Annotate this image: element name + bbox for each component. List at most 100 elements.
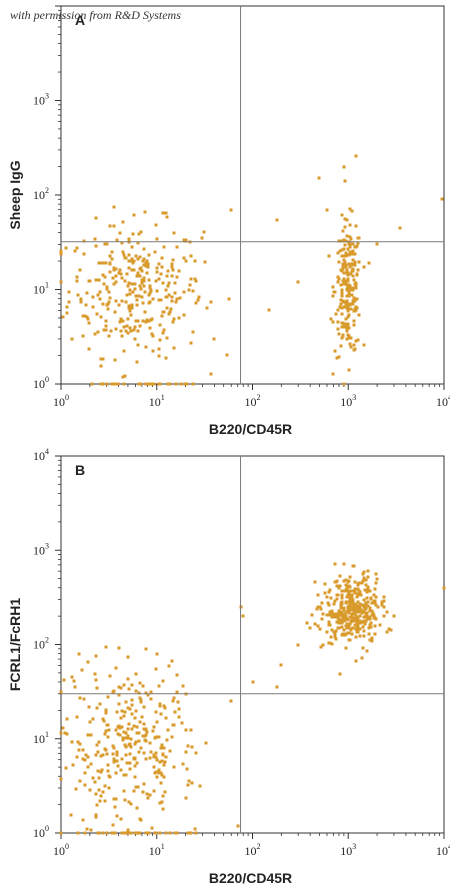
event-dot (88, 788, 92, 792)
event-dot (111, 744, 115, 748)
event-dot (95, 743, 99, 747)
event-dot (116, 725, 120, 729)
event-dot (212, 337, 216, 341)
event-dot (130, 703, 134, 707)
event-dot (368, 624, 372, 628)
event-dot (342, 579, 346, 583)
event-dot (175, 690, 179, 694)
event-dot (354, 659, 358, 663)
y-tick-label: 101 (33, 281, 49, 297)
event-dot (375, 242, 379, 246)
event-dot (165, 306, 169, 310)
event-dot (163, 760, 167, 764)
event-dot (356, 615, 360, 619)
event-dot (154, 751, 158, 755)
event-dot (351, 302, 355, 306)
event-dot (96, 769, 100, 773)
event-dot (133, 337, 137, 341)
event-dot (142, 722, 146, 726)
event-dot (144, 739, 148, 743)
event-dot (342, 589, 346, 593)
event-dot (117, 702, 121, 706)
event-dot (325, 595, 329, 599)
event-dot (166, 382, 170, 386)
event-dot (380, 600, 384, 604)
event-dot (175, 673, 179, 677)
event-dot (152, 765, 156, 769)
event-dot (142, 284, 146, 288)
event-dot (149, 697, 153, 701)
event-dot (337, 621, 341, 625)
event-dot (353, 623, 357, 627)
event-dot (327, 603, 331, 607)
event-dot (83, 783, 87, 787)
event-dot (354, 282, 358, 286)
event-dot (122, 349, 126, 353)
event-dot (342, 165, 346, 169)
event-dot (358, 593, 362, 597)
event-dot (181, 762, 185, 766)
event-dot (373, 624, 377, 628)
event-dot (204, 741, 208, 745)
event-dot (138, 681, 142, 685)
event-dot (330, 609, 334, 613)
event-dot (121, 319, 125, 323)
event-dot (187, 779, 191, 783)
event-dot (162, 746, 166, 750)
event-dot (165, 274, 169, 278)
event-dot (319, 645, 323, 649)
event-dot (106, 769, 110, 773)
x-tick-label: 101 (149, 393, 165, 409)
event-dot (350, 589, 354, 593)
event-dot (343, 225, 347, 229)
event-dot (343, 243, 347, 247)
event-dot (73, 685, 77, 689)
event-dot (344, 254, 348, 258)
event-dot (166, 284, 170, 288)
event-dot (341, 617, 345, 621)
event-dot (342, 271, 346, 275)
event-dot (125, 324, 129, 328)
event-dot (345, 271, 349, 275)
event-dot (152, 789, 156, 793)
event-dot (135, 761, 139, 765)
event-dot (385, 630, 389, 634)
event-dot (337, 332, 341, 336)
event-dot (340, 254, 344, 258)
event-dot (353, 263, 357, 267)
event-dot (225, 353, 229, 357)
event-dot (136, 257, 140, 261)
event-dot (373, 632, 377, 636)
event-dot (149, 690, 153, 694)
event-dot (111, 276, 115, 280)
event-dot (104, 748, 108, 752)
event-dot (148, 284, 152, 288)
event-dot (160, 256, 164, 260)
event-dot (148, 291, 152, 295)
event-dots (59, 154, 444, 386)
event-dot (135, 298, 139, 302)
event-dot (349, 627, 353, 631)
event-dot (130, 257, 134, 261)
event-dot (94, 216, 98, 220)
event-dot (137, 739, 141, 743)
event-dot (350, 615, 354, 619)
event-dot (175, 297, 179, 301)
event-dot (357, 313, 361, 317)
event-dot (137, 731, 141, 735)
event-dot (141, 319, 145, 323)
event-dot (129, 313, 133, 317)
event-dot (118, 320, 122, 324)
event-dot (96, 831, 100, 835)
event-dot (132, 268, 136, 272)
event-dot (346, 277, 350, 281)
event-dot (327, 590, 331, 594)
event-dot (143, 210, 147, 214)
event-dot (353, 580, 357, 584)
event-dot (161, 807, 165, 811)
event-dot (83, 771, 87, 775)
event-dot (104, 319, 108, 323)
event-dot (103, 242, 107, 246)
event-dot (335, 584, 339, 588)
event-dot (125, 272, 129, 276)
